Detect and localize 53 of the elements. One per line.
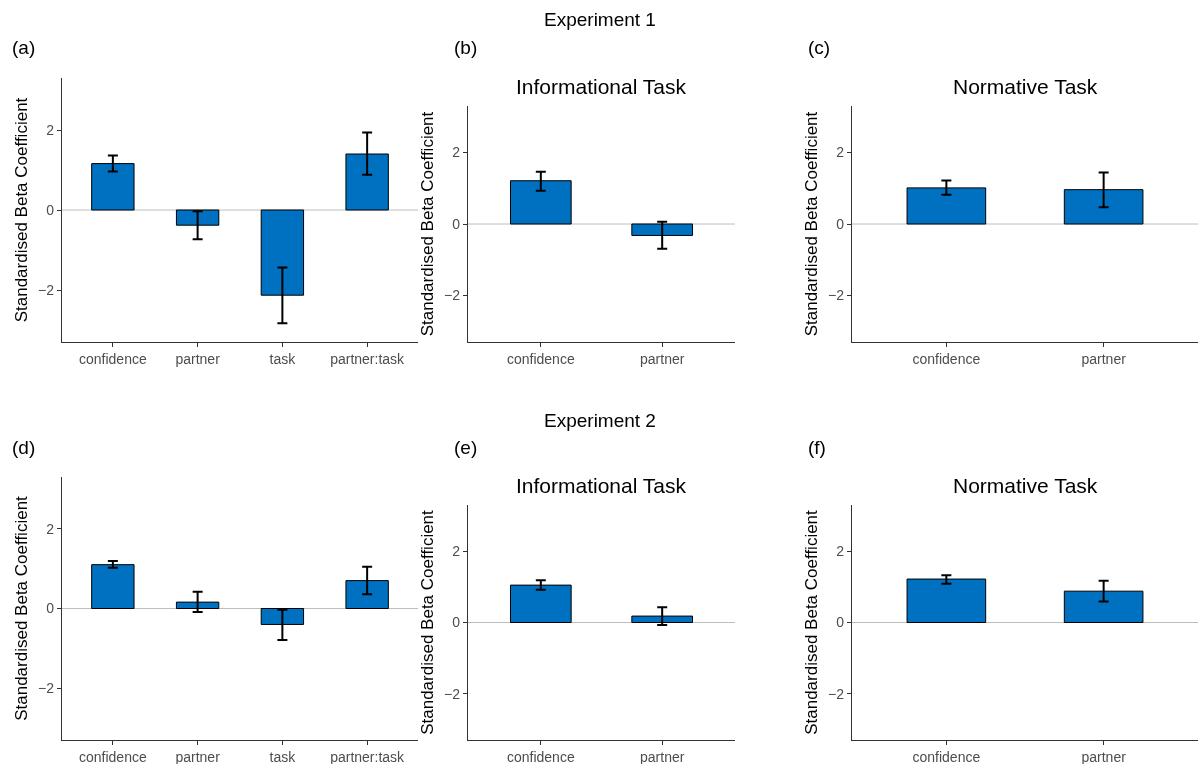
x-tick-label: partner (1081, 350, 1127, 367)
x-tick-label: task (269, 350, 297, 367)
x-tick-label: confidence (79, 748, 147, 764)
text: (f) (808, 437, 826, 458)
text: Experiment 2 (544, 410, 656, 431)
y-tick-label: 0 (836, 215, 845, 232)
y-tick-label: 2 (452, 144, 461, 161)
y-tick-label: 0 (452, 614, 461, 631)
x-tick-label: task (269, 748, 297, 764)
y-tick-label: −2 (828, 685, 845, 702)
y-axis-title: Standardised Beta Coefficient (11, 495, 31, 721)
x-tick-label: partner:task (330, 350, 406, 367)
y-axis-title: Standardised Beta Coefficient (801, 111, 821, 337)
y-axis-title: Standardised Beta Coefficient (801, 509, 821, 735)
chart-title: Informational Task (516, 75, 687, 98)
y-tick-label: 2 (452, 543, 461, 560)
x-tick-label: partner (175, 748, 221, 764)
chart-title: Informational Task (516, 474, 687, 497)
text: (c) (808, 37, 831, 58)
x-tick-label: confidence (506, 748, 575, 764)
x-tick-label: confidence (79, 350, 147, 367)
y-tick-label: 0 (452, 215, 461, 232)
y-tick-label: 0 (46, 600, 55, 617)
y-tick-label: 0 (46, 201, 55, 218)
y-axis-title: Standardised Beta Coefficient (417, 111, 437, 337)
y-axis-title: Standardised Beta Coefficient (11, 97, 31, 323)
y-tick-label: −2 (444, 685, 461, 702)
y-tick-label: 0 (836, 614, 845, 631)
x-tick-label: partner:task (330, 748, 406, 764)
x-tick-label: confidence (912, 350, 981, 367)
y-axis-title: Standardised Beta Coefficient (417, 509, 437, 735)
text: (a) (12, 37, 36, 58)
x-tick-label: partner (640, 350, 685, 367)
y-tick-label: 2 (836, 543, 845, 560)
chart-title: Normative Task (953, 474, 1098, 497)
y-tick-label: 2 (836, 144, 845, 161)
x-tick-label: confidence (912, 748, 981, 764)
text: (e) (454, 437, 478, 458)
x-tick-label: partner (1081, 748, 1127, 764)
x-tick-label: partner (640, 748, 685, 764)
text: (b) (454, 37, 478, 58)
y-tick-label: −2 (38, 680, 55, 697)
x-tick-label: confidence (506, 350, 575, 367)
text: (d) (12, 437, 36, 458)
x-tick-label: partner (175, 350, 221, 367)
y-tick-label: 2 (46, 520, 55, 537)
bar (91, 564, 135, 609)
y-tick-label: −2 (38, 281, 55, 298)
chart-title: Normative Task (953, 75, 1098, 98)
text: Experiment 1 (544, 9, 656, 30)
y-tick-label: 2 (46, 121, 55, 138)
y-tick-label: −2 (444, 287, 461, 304)
y-tick-label: −2 (828, 287, 845, 304)
